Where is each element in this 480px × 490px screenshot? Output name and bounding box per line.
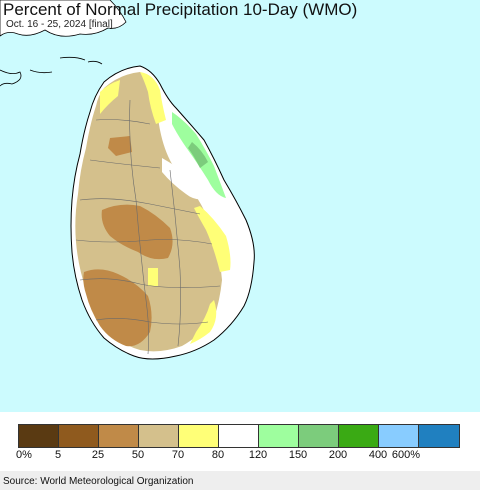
india-small-coast [0, 69, 22, 87]
legend-label: 400 [368, 449, 388, 461]
legend-swatch [179, 425, 219, 447]
adams-bridge-islands [29, 56, 103, 74]
zone-70-80-northeast [140, 72, 166, 124]
legend-label: 600% [391, 449, 421, 461]
zone-25-50-southwest [83, 269, 152, 347]
legend-swatch [219, 425, 259, 447]
legend-swatch [99, 425, 139, 447]
sri-lanka-map-svg [0, 0, 255, 360]
legend-label: 50 [131, 449, 145, 461]
legend-label: 70 [171, 449, 185, 461]
legend-swatch [59, 425, 99, 447]
zone-25-50-north [108, 136, 132, 156]
legend-swatch [339, 425, 379, 447]
legend-swatch [419, 425, 459, 447]
zone-70-80-southeast [190, 300, 217, 344]
legend-label: 150 [288, 449, 308, 461]
legend-color-bar [18, 424, 460, 448]
zone-25-50-central [101, 204, 173, 260]
zone-70-80-center [148, 268, 158, 286]
district-boundaries [75, 99, 221, 355]
legend-labels: 0% 5 25 50 70 80 120 150 200 400 600% [0, 449, 480, 463]
legend-label: 25 [91, 449, 105, 461]
map-title: Percent of Normal Precipitation 10-Day (… [3, 0, 358, 19]
legend-swatch [139, 425, 179, 447]
precipitation-map [0, 0, 480, 412]
legend-label: 80 [211, 449, 225, 461]
legend-label: 120 [248, 449, 268, 461]
legend-swatch [259, 425, 299, 447]
legend-swatch [19, 425, 59, 447]
zone-70-80-east [194, 206, 231, 272]
source-credit: Source: World Meteorological Organizatio… [0, 471, 480, 490]
legend-swatch [299, 425, 339, 447]
legend-label: 5 [54, 449, 62, 461]
date-range: Oct. 16 - 25, 2024 [final] [6, 19, 113, 30]
zone-70-80-north [100, 80, 120, 114]
india-coastline [0, 0, 127, 37]
zone-150-200 [188, 142, 208, 168]
zone-80-120-east [162, 158, 208, 200]
legend-label: 200 [328, 449, 348, 461]
legend-swatch [379, 425, 419, 447]
legend-label: 0% [16, 449, 32, 461]
